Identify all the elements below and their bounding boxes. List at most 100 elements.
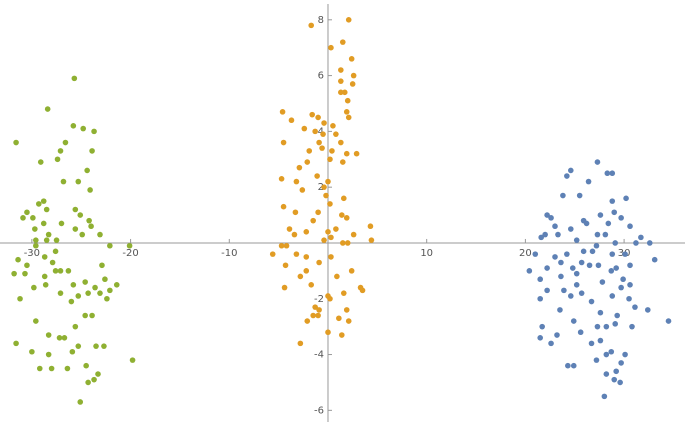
point <box>603 371 610 377</box>
point <box>301 125 308 132</box>
point <box>280 203 287 210</box>
point <box>603 351 610 358</box>
point <box>588 340 595 347</box>
point <box>622 351 628 358</box>
point <box>609 198 616 204</box>
point <box>325 329 331 336</box>
point <box>327 295 333 302</box>
point <box>41 273 48 280</box>
point <box>578 259 585 266</box>
y-tick-label: -6 <box>314 405 324 416</box>
point <box>580 248 587 255</box>
point <box>609 293 616 299</box>
point <box>345 17 352 23</box>
point <box>45 332 52 338</box>
point <box>339 159 346 165</box>
point <box>75 178 82 185</box>
point <box>33 318 39 324</box>
point <box>537 295 544 302</box>
point <box>333 226 339 232</box>
point <box>86 217 92 224</box>
point <box>343 215 350 221</box>
point <box>609 170 616 177</box>
point <box>604 170 611 177</box>
point <box>618 284 624 291</box>
point <box>327 201 333 207</box>
point <box>310 312 316 319</box>
point <box>555 231 561 238</box>
point <box>618 360 624 366</box>
point <box>88 223 94 230</box>
point <box>328 254 334 260</box>
point <box>558 273 564 280</box>
point <box>269 251 276 257</box>
point <box>601 393 608 400</box>
point <box>35 201 42 207</box>
point <box>79 231 86 238</box>
point <box>89 148 95 154</box>
point <box>343 109 350 115</box>
point <box>321 237 327 243</box>
point <box>585 178 592 185</box>
point <box>306 148 313 154</box>
point <box>573 237 580 243</box>
point <box>644 307 651 313</box>
point <box>321 120 327 126</box>
point <box>611 376 618 383</box>
point <box>548 215 554 221</box>
y-tick-label: 6 <box>318 71 324 82</box>
point <box>344 97 351 104</box>
point <box>350 231 357 238</box>
point <box>82 279 88 285</box>
point <box>303 268 310 274</box>
point <box>62 139 69 146</box>
point <box>597 212 604 218</box>
y-tick-label: -2 <box>314 294 324 305</box>
point <box>281 284 288 291</box>
point <box>64 365 71 372</box>
point <box>338 78 344 84</box>
point <box>91 128 97 135</box>
point <box>278 242 285 249</box>
point <box>583 220 590 227</box>
point <box>297 273 304 280</box>
point <box>597 309 604 316</box>
point <box>334 273 340 280</box>
point <box>573 270 580 277</box>
point <box>620 276 626 283</box>
point <box>93 343 99 349</box>
point <box>101 343 107 349</box>
point <box>58 220 65 227</box>
point <box>107 242 113 249</box>
point <box>368 237 375 243</box>
point <box>330 123 336 129</box>
point <box>304 318 311 324</box>
point <box>85 379 91 386</box>
y-tick-label: 8 <box>318 15 324 26</box>
x-tick-label: -10 <box>221 248 237 259</box>
point <box>539 323 545 330</box>
point <box>560 192 566 199</box>
x-tick-label: 10 <box>420 248 433 259</box>
point <box>333 131 339 137</box>
point <box>22 270 28 277</box>
point <box>48 365 55 372</box>
point <box>558 259 564 266</box>
point <box>280 139 287 146</box>
point <box>544 212 550 218</box>
point <box>316 259 322 266</box>
point <box>129 357 136 363</box>
point <box>576 192 583 199</box>
point <box>54 156 61 163</box>
point <box>548 340 554 347</box>
point <box>97 231 103 238</box>
point <box>367 223 374 230</box>
point <box>292 209 299 216</box>
point <box>544 287 550 294</box>
point <box>577 329 584 336</box>
point <box>113 282 120 288</box>
point <box>37 159 44 165</box>
point <box>40 220 47 227</box>
point <box>72 206 79 213</box>
point <box>286 226 293 232</box>
